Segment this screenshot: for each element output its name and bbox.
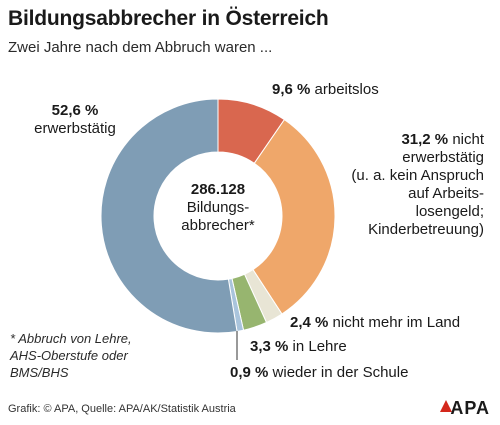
slice-nicht-erwerbstätig xyxy=(252,118,336,315)
slice-erwerbstätig xyxy=(100,98,238,334)
label-lehre-value: 3,3 % xyxy=(250,338,289,355)
footnote-line3: BMS/BHS xyxy=(10,365,69,380)
label-arbeitslos-text: arbeitslos xyxy=(314,81,379,98)
label-lehre: 3,3 % in Lehre xyxy=(250,338,347,356)
apa-logo-icon xyxy=(440,400,452,412)
footnote-line1: * Abbruch von Lehre, xyxy=(10,331,132,346)
label-nicht-text3: (u. a. kein Anspruch xyxy=(351,167,484,184)
label-nicht-text6: Kinderbetreuung) xyxy=(368,221,484,238)
label-nicht-value: 31,2 % xyxy=(401,131,449,148)
label-ausland-text: nicht mehr im Land xyxy=(332,314,461,331)
label-arbeitslos: 9,6 % arbeitslos xyxy=(272,81,379,99)
label-nicht-text2: erwerbstätig xyxy=(402,149,484,166)
label-erwerbstaetig-value: 52,6 % xyxy=(51,102,99,119)
apa-logo-text: APA xyxy=(450,398,490,418)
footnote-line2: AHS-Oberstufe oder xyxy=(10,348,128,363)
label-nicht-text5: losengeld; xyxy=(415,203,484,220)
label-nicht-text4: auf Arbeits- xyxy=(408,185,484,202)
center-text-line1: Bildungs- xyxy=(186,199,250,216)
label-schule-value: 0,9 % xyxy=(230,364,269,381)
label-nicht-erwerbstaetig: 31,2 % nicht erwerbstätig (u. a. kein An… xyxy=(351,131,484,239)
center-text-line2: abbrecher* xyxy=(181,217,255,234)
label-schule: 0,9 % wieder in der Schule xyxy=(230,364,408,382)
label-nicht-text1: nicht xyxy=(452,131,484,148)
label-lehre-text: in Lehre xyxy=(292,338,347,355)
label-arbeitslos-value: 9,6 % xyxy=(272,81,311,98)
label-schule-text: wieder in der Schule xyxy=(272,364,409,381)
label-ausland: 2,4 % nicht mehr im Land xyxy=(290,314,460,332)
label-erwerbstaetig-text: erwerbstätig xyxy=(34,120,116,137)
source-credit: Grafik: © APA, Quelle: APA/AK/Statistik … xyxy=(8,403,236,415)
footnote: * Abbruch von Lehre, AHS-Oberstufe oder … xyxy=(10,330,132,381)
chart-subtitle: Zwei Jahre nach dem Abbruch waren ... xyxy=(8,39,273,56)
label-erwerbstaetig: 52,6 % erwerbstätig xyxy=(30,102,120,138)
chart-title: Bildungsabbrecher in Österreich xyxy=(8,7,329,30)
label-ausland-value: 2,4 % xyxy=(290,314,329,331)
total-value: 286.128 xyxy=(190,181,246,198)
donut-center-label: 286.128 Bildungs- abbrecher* xyxy=(148,181,288,235)
